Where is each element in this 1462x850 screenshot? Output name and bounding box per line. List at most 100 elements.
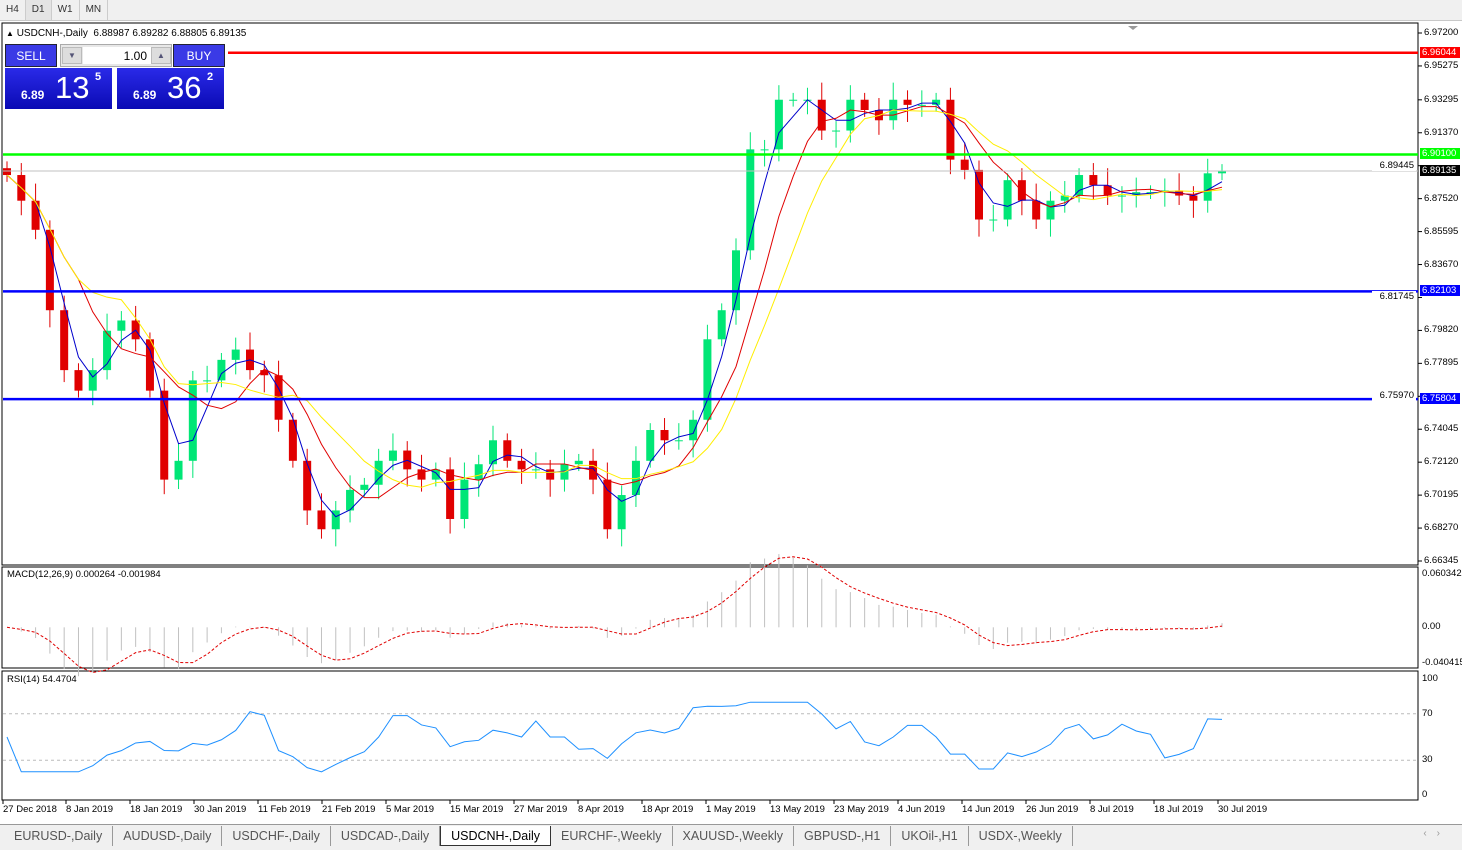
date-axis-label: 18 Apr 2019 <box>642 804 694 815</box>
symbol-label: USDCNH-,Daily <box>16 28 88 39</box>
chart-tab[interactable]: USDCAD-,Daily <box>331 826 441 846</box>
candle-body <box>489 440 497 465</box>
candle-body <box>860 99 869 111</box>
price-axis-label: 6.97200 <box>1424 27 1459 38</box>
chart-tab[interactable]: USDCNH-,Daily <box>440 826 552 846</box>
date-axis-label: 8 Jan 2019 <box>66 804 114 815</box>
price-axis-label: 6.66345 <box>1424 555 1459 566</box>
candle-body <box>1146 192 1155 194</box>
ohlc-values: 6.88987 6.89282 6.88805 6.89135 <box>93 28 247 39</box>
price-axis-label: 6.68270 <box>1424 522 1459 534</box>
price-axis-label: 6.85595 <box>1424 225 1459 237</box>
buy-price-pip: 2 <box>207 71 214 83</box>
price-axis-label: 6.74045 <box>1424 423 1459 435</box>
chart-tabs: EURUSD-,Daily AUDUSD-,Daily USDCHF-,Daily U… <box>0 824 1462 850</box>
date-axis-label: 1 May 2019 <box>706 804 756 815</box>
collapse-triangle-icon[interactable]: ▲ <box>6 29 14 38</box>
lot-decrease-icon[interactable]: ▼ <box>62 47 82 64</box>
candle-body <box>1032 200 1041 220</box>
candle-body <box>774 99 783 150</box>
candle-body <box>660 430 669 441</box>
buy-button[interactable]: BUY <box>173 44 225 67</box>
candle-body <box>946 99 955 160</box>
lot-increase-icon[interactable]: ▲ <box>151 47 171 64</box>
candle-body <box>932 99 941 105</box>
timeframe-mn[interactable]: MN <box>80 0 109 20</box>
date-axis-label: 30 Jan 2019 <box>194 804 247 815</box>
date-axis-label: 5 Mar 2019 <box>386 804 435 815</box>
tab-scroll-arrows-icon[interactable]: ‹› <box>1423 828 1450 839</box>
macd-axis-label: -0.040415 <box>1422 657 1462 668</box>
date-axis-label: 8 Apr 2019 <box>578 804 624 815</box>
rsi-axis-label: 30 <box>1422 754 1433 766</box>
chart-canvas[interactable] <box>0 0 1462 824</box>
level-price-tag: 6.82103 <box>1420 285 1460 297</box>
price-axis-label: 6.81745 <box>1372 291 1416 303</box>
candle-body <box>975 169 983 220</box>
chart-tab[interactable]: XAUUSD-,Weekly <box>673 826 794 846</box>
candle-body <box>431 469 440 480</box>
candle-body <box>846 99 855 131</box>
buy-price[interactable]: 6.89 36 2 <box>117 68 224 109</box>
chart-tab[interactable]: GBPUSD-,H1 <box>794 826 892 846</box>
candle-body <box>817 99 826 131</box>
chart-shift-icon <box>1128 26 1138 30</box>
candle-body <box>203 380 212 382</box>
lot-size-stepper: ▼ ▲ <box>60 44 172 67</box>
rsi-axis-label: 70 <box>1422 707 1433 719</box>
one-click-trading-panel: SELL ▼ ▲ BUY 6.89 13 5 6.89 36 2 <box>5 44 225 109</box>
level-price-tag: 6.96044 <box>1420 46 1460 58</box>
sell-price-pip: 5 <box>95 71 102 83</box>
candle-body <box>1060 195 1069 201</box>
chart-tab[interactable]: EURUSD-,Daily <box>4 826 114 846</box>
candle-body <box>174 460 183 480</box>
candle-body <box>1189 195 1198 201</box>
date-axis-label: 21 Feb 2019 <box>322 804 376 815</box>
sell-button[interactable]: SELL <box>5 44 57 67</box>
ma-slow-line <box>6 109 1223 488</box>
candle-body <box>1117 195 1126 197</box>
candle-body <box>631 460 640 496</box>
chart-tab[interactable]: EURCHF-,Weekly <box>551 826 673 846</box>
candle-body <box>517 460 526 470</box>
price-axis-label: 6.79820 <box>1424 324 1459 336</box>
candle-body <box>1103 185 1112 196</box>
sell-price[interactable]: 6.89 13 5 <box>5 68 112 109</box>
rsi-axis-label: 0 <box>1422 789 1428 800</box>
candle-body <box>346 489 355 511</box>
candle-body <box>460 479 469 519</box>
lot-size-input[interactable] <box>83 47 151 64</box>
ma-fast-line <box>6 99 1223 518</box>
candle-body <box>117 320 126 331</box>
price-axis-label: 6.87520 <box>1424 192 1459 204</box>
candle-body <box>45 229 54 311</box>
timeframe-w1[interactable]: W1 <box>52 0 80 20</box>
candle-body <box>603 479 612 530</box>
candle-body <box>746 149 755 251</box>
buy-price-main: 36 <box>167 70 202 105</box>
candle-body <box>703 339 712 420</box>
date-axis-label: 14 Jun 2019 <box>962 804 1015 815</box>
chart-window[interactable]: 6.96044 6.90100 6.82103 6.75804 6.89135 6.972… <box>0 0 1462 824</box>
timeframe-h4[interactable]: H4 <box>0 0 26 20</box>
candle-body <box>760 149 769 151</box>
candle-body <box>31 200 40 230</box>
candle-body <box>260 370 269 376</box>
chart-tab[interactable]: UKOil-,H1 <box>891 826 969 846</box>
chart-tab[interactable]: AUDUSD-,Daily <box>113 826 223 846</box>
chart-tab[interactable]: USDX-,Weekly <box>969 826 1073 846</box>
candle-body <box>1046 200 1055 220</box>
candle-body <box>1132 192 1141 196</box>
candle-body <box>689 419 698 441</box>
timeframe-d1[interactable]: D1 <box>25 0 52 20</box>
candle-body <box>145 339 154 391</box>
candle-body <box>903 99 912 105</box>
macd-axis-label: 0.00 <box>1422 621 1441 633</box>
chart-tab[interactable]: USDCHF-,Daily <box>222 826 331 846</box>
level-price-tag: 6.90100 <box>1420 148 1460 160</box>
candle-body <box>646 430 655 461</box>
candle-body <box>1218 171 1226 174</box>
bid-price-tag: 6.89135 <box>1420 165 1460 176</box>
candle-body <box>960 159 969 170</box>
candle-body <box>1089 175 1098 186</box>
